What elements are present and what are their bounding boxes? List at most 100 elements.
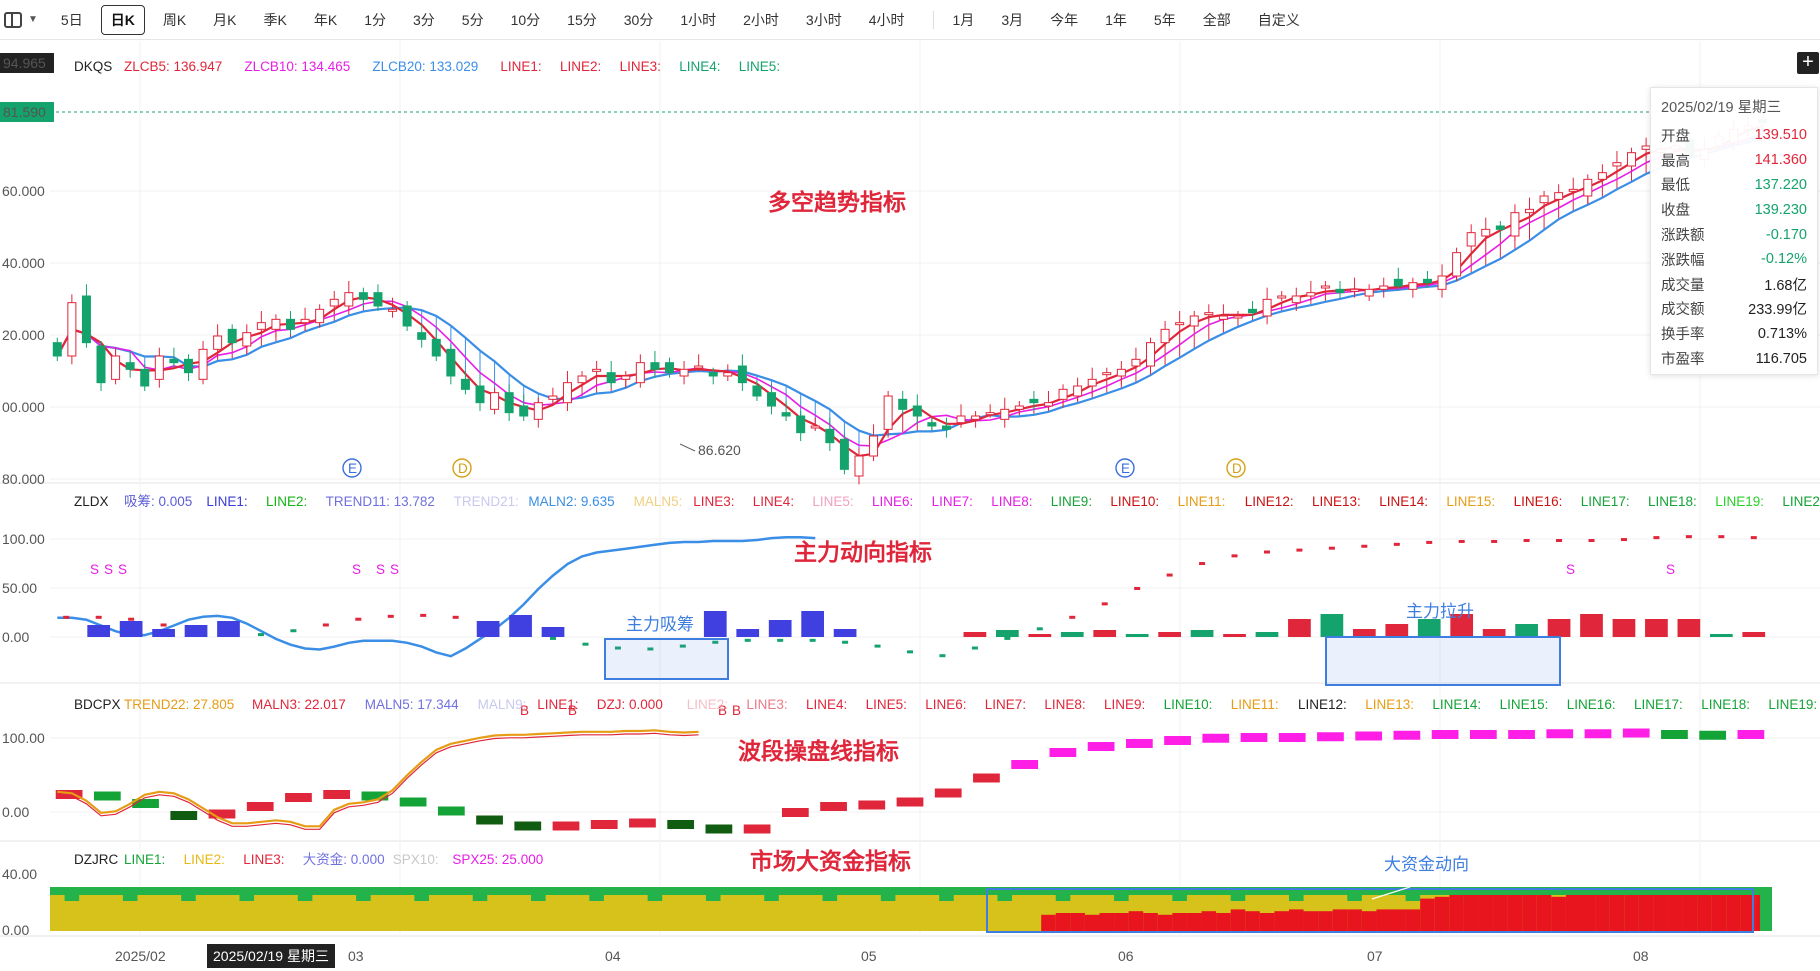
bdcpx-bar — [208, 809, 236, 819]
dzjrc-base-bar — [50, 895, 66, 931]
zldx-histogram-bar — [1482, 629, 1506, 637]
candle-body — [213, 335, 223, 350]
period-9[interactable]: 10分 — [510, 11, 541, 28]
candle-body — [1218, 315, 1228, 320]
dzjrc-green-cap — [1114, 895, 1130, 901]
dzjrc-base-bar — [458, 895, 474, 931]
signal-marker-label: E — [348, 461, 357, 476]
period-4[interactable]: 季K — [263, 11, 287, 28]
period-16[interactable]: 1月 — [952, 11, 975, 28]
period-6[interactable]: 1分 — [364, 11, 386, 28]
tooltip-key: 换手率 — [1661, 327, 1705, 344]
p1-legend-item: LINE5: — [739, 59, 780, 74]
candle-body — [1554, 192, 1564, 200]
candle-body — [1627, 152, 1637, 167]
chart-canvas[interactable]: 60.000 40.000 20.000 00.000 80.000 94.965 81.5… — [0, 41, 1820, 971]
add-indicator-button[interactable]: + — [1797, 52, 1819, 74]
trend11-dot — [1426, 540, 1433, 544]
period-2[interactable]: 周K — [162, 11, 187, 28]
trend11-dot — [874, 644, 881, 648]
trend11-dot — [1166, 573, 1173, 577]
candle-body — [1146, 342, 1156, 367]
zldx-histogram-bar — [119, 621, 143, 637]
p3-legend-item: LINE3: — [746, 697, 787, 712]
period-12[interactable]: 1小时 — [680, 11, 717, 28]
p4-legend-item: LINE3: — [243, 852, 284, 867]
period-8[interactable]: 5分 — [461, 11, 484, 28]
p3-legend-item: LINE17: — [1634, 697, 1683, 712]
bdcpx-bar — [820, 802, 847, 811]
period-1[interactable]: 日K — [100, 4, 145, 35]
bdcpx-bar — [896, 797, 924, 807]
dzjrc-tick: 40.00 — [2, 866, 37, 882]
candle-body — [650, 362, 660, 370]
period-19[interactable]: 1年 — [1105, 11, 1127, 28]
p2-legend-item: LINE16: — [1514, 494, 1563, 509]
period-3[interactable]: 月K — [213, 11, 237, 28]
panel-title-dkqs: 多空趋势指标 — [768, 189, 906, 216]
period-13[interactable]: 2小时 — [743, 11, 779, 28]
period-0[interactable]: 5日 — [60, 11, 83, 28]
p1-legend-item: LINE2: — [560, 59, 601, 74]
candle-body — [125, 362, 135, 370]
period-18[interactable]: 今年 — [1050, 11, 1079, 28]
candle-body — [1364, 288, 1374, 297]
candle-body — [621, 375, 631, 380]
zldx-histogram-bar — [736, 629, 760, 637]
layout-toggle-icon[interactable] — [4, 11, 22, 28]
sell-marker: S — [118, 562, 127, 577]
candle-body — [1248, 308, 1258, 314]
candle-body — [825, 428, 835, 444]
period-7[interactable]: 3分 — [413, 11, 435, 28]
period-21[interactable]: 全部 — [1202, 11, 1231, 28]
zldx-tick: 0.00 — [2, 629, 29, 645]
dzjrc-base-bar — [939, 895, 955, 931]
dzjrc-base-bar — [822, 895, 838, 931]
dzjrc-base-bar — [589, 895, 605, 931]
dzjrc-base-bar — [866, 895, 882, 931]
p4-legend-item: SPX25: 25.000 — [452, 852, 543, 867]
p2-legend-item: LINE11: — [1178, 494, 1226, 509]
signal-marker-label: E — [1121, 461, 1130, 476]
price-tick: 20.000 — [2, 327, 45, 343]
bdcpx-bar — [437, 806, 465, 816]
period-10[interactable]: 15分 — [567, 11, 597, 28]
period-17[interactable]: 3月 — [1001, 11, 1024, 28]
dzjrc-base-bar — [93, 895, 109, 931]
zldx-histogram-bar — [1028, 634, 1052, 637]
dzjrc-red-bar — [1420, 898, 1436, 931]
dzjrc-red-bar — [1216, 913, 1232, 931]
candle-body — [1175, 322, 1185, 326]
dzjrc-base-bar — [982, 895, 998, 931]
trend11-dot — [1069, 615, 1076, 619]
period-20[interactable]: 5年 — [1153, 11, 1176, 28]
period-11[interactable]: 30分 — [623, 11, 654, 28]
candle-body — [723, 372, 733, 377]
dzjrc-base-bar — [472, 895, 488, 931]
p3-legend-item: MALN9: — [478, 697, 527, 712]
period-22[interactable]: 自定义 — [1257, 11, 1300, 28]
candle-body — [358, 292, 368, 300]
candle-body — [781, 412, 791, 417]
dzjrc-red-bar — [1318, 911, 1334, 931]
p3-legend-item: LINE7: — [985, 697, 1026, 712]
period-15[interactable]: 4小时 — [868, 11, 905, 28]
x-axis-label: 04 — [605, 948, 621, 964]
trend11-dot — [1296, 548, 1303, 552]
p3-legend-item: LINE10: — [1164, 697, 1213, 712]
panel-title-dzjrc: 市场大资金指标 — [750, 848, 911, 875]
tooltip-key: 市盈率 — [1661, 352, 1705, 369]
chevron-down-icon[interactable]: ▼ — [28, 14, 38, 25]
signal-marker — [342, 458, 362, 478]
tooltip-value: 1.68亿 — [1764, 277, 1807, 294]
price-tick: 40.000 — [2, 255, 45, 271]
trend11-dot — [1231, 554, 1238, 558]
dzjrc-red-bar — [1361, 911, 1377, 931]
zldx-histogram-bar — [996, 630, 1019, 637]
bdcpx-bar — [361, 791, 389, 801]
period-5[interactable]: 年K — [313, 11, 338, 28]
period-14[interactable]: 3小时 — [805, 11, 842, 28]
zldx-histogram-bar — [1645, 619, 1668, 637]
p2-legend-item: LINE8: — [991, 494, 1032, 509]
p2-legend-item: LINE19: — [1715, 494, 1764, 509]
